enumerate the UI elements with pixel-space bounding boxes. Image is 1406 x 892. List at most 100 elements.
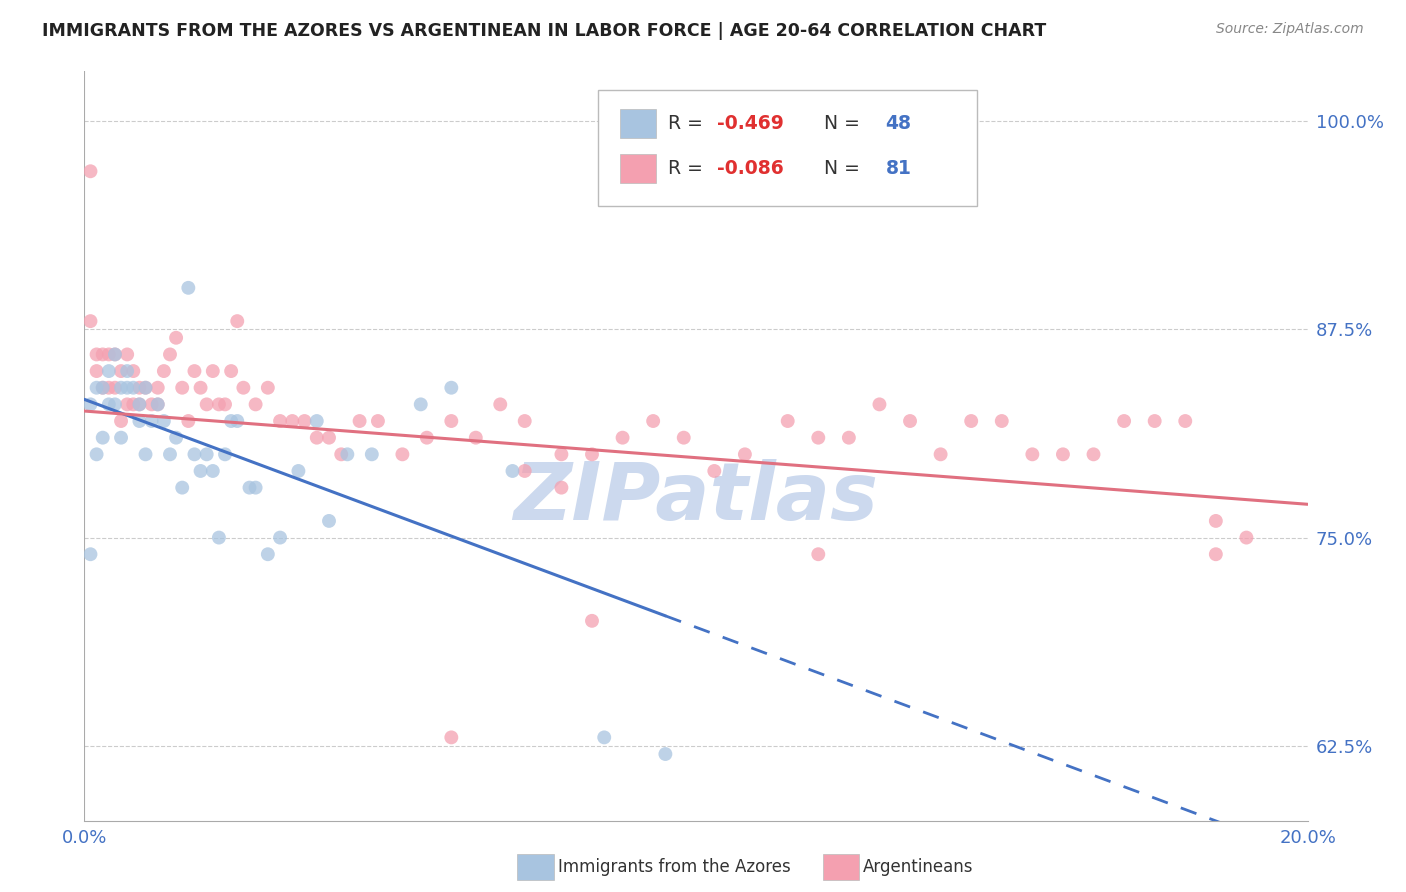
Text: R =: R = (668, 160, 709, 178)
Point (1083, 447, 1105, 461)
FancyBboxPatch shape (620, 109, 655, 138)
Point (79, 397, 101, 411)
Point (219, 364, 242, 378)
Point (294, 414, 316, 428)
Point (153, 414, 176, 428)
Point (208, 397, 231, 411)
Point (104, 381, 127, 395)
Point (128, 397, 150, 411)
Point (643, 414, 665, 428)
Point (86, 447, 108, 461)
Text: IMMIGRANTS FROM THE AZORES VS ARGENTINEAN IN LABOR FORCE | AGE 20-64 CORRELATION: IMMIGRANTS FROM THE AZORES VS ARGENTINEA… (42, 22, 1046, 40)
Point (97, 364, 120, 378)
Point (502, 464, 524, 478)
Point (960, 414, 983, 428)
Point (110, 431, 132, 445)
Point (195, 447, 218, 461)
Point (440, 731, 463, 745)
Point (1236, 531, 1258, 545)
Point (165, 431, 187, 445)
FancyBboxPatch shape (598, 90, 977, 206)
Point (1174, 414, 1197, 428)
Point (97, 397, 120, 411)
Point (104, 347, 127, 361)
Point (257, 547, 280, 561)
Point (440, 381, 463, 395)
Text: N =: N = (813, 114, 866, 133)
Point (91, 381, 114, 395)
Point (581, 614, 603, 628)
Text: -0.086: -0.086 (717, 160, 783, 178)
Point (550, 447, 572, 461)
Text: 48: 48 (886, 114, 911, 133)
Point (201, 364, 224, 378)
Point (330, 447, 353, 461)
Point (807, 431, 830, 445)
Point (991, 414, 1014, 428)
Point (654, 747, 676, 761)
Point (612, 431, 634, 445)
Text: -0.469: -0.469 (717, 114, 783, 133)
Point (128, 397, 150, 411)
Point (104, 397, 127, 411)
Point (141, 397, 163, 411)
Point (177, 281, 200, 295)
Text: Immigrants from the Azores: Immigrants from the Azores (558, 858, 792, 876)
Point (190, 381, 212, 395)
Point (550, 481, 572, 495)
Point (190, 464, 212, 478)
Point (238, 481, 260, 495)
Point (135, 381, 157, 395)
Point (208, 531, 231, 545)
Point (86, 347, 108, 361)
Text: Argentineans: Argentineans (863, 858, 974, 876)
Point (122, 397, 145, 411)
Point (122, 381, 145, 395)
FancyBboxPatch shape (620, 154, 655, 184)
Point (115, 347, 138, 361)
Point (776, 414, 799, 428)
Point (146, 397, 169, 411)
Point (869, 397, 891, 411)
Point (360, 447, 382, 461)
Point (1205, 514, 1227, 528)
Point (336, 447, 359, 461)
Point (318, 431, 340, 445)
Point (1021, 447, 1043, 461)
Text: ZIPatlas: ZIPatlas (513, 459, 879, 538)
Point (214, 447, 236, 461)
Point (1143, 414, 1166, 428)
Point (79, 547, 101, 561)
Point (391, 447, 413, 461)
Point (416, 431, 439, 445)
Point (318, 514, 340, 528)
Point (104, 347, 127, 361)
Point (79, 164, 101, 178)
Point (195, 397, 218, 411)
Point (159, 347, 181, 361)
Point (146, 381, 169, 395)
Point (91, 347, 114, 361)
Text: N =: N = (813, 160, 866, 178)
Point (115, 364, 138, 378)
Point (281, 414, 304, 428)
Point (201, 464, 224, 478)
Point (245, 481, 267, 495)
Point (110, 381, 132, 395)
Point (703, 464, 725, 478)
Point (135, 381, 157, 395)
Point (79, 314, 101, 328)
Point (807, 547, 830, 561)
Point (581, 447, 603, 461)
Point (409, 397, 432, 411)
Point (159, 447, 181, 461)
Point (141, 414, 163, 428)
Point (110, 364, 132, 378)
Point (464, 431, 486, 445)
Point (226, 314, 249, 328)
Point (245, 397, 267, 411)
Point (128, 414, 150, 428)
Point (177, 414, 200, 428)
Point (349, 414, 371, 428)
Point (489, 397, 512, 411)
